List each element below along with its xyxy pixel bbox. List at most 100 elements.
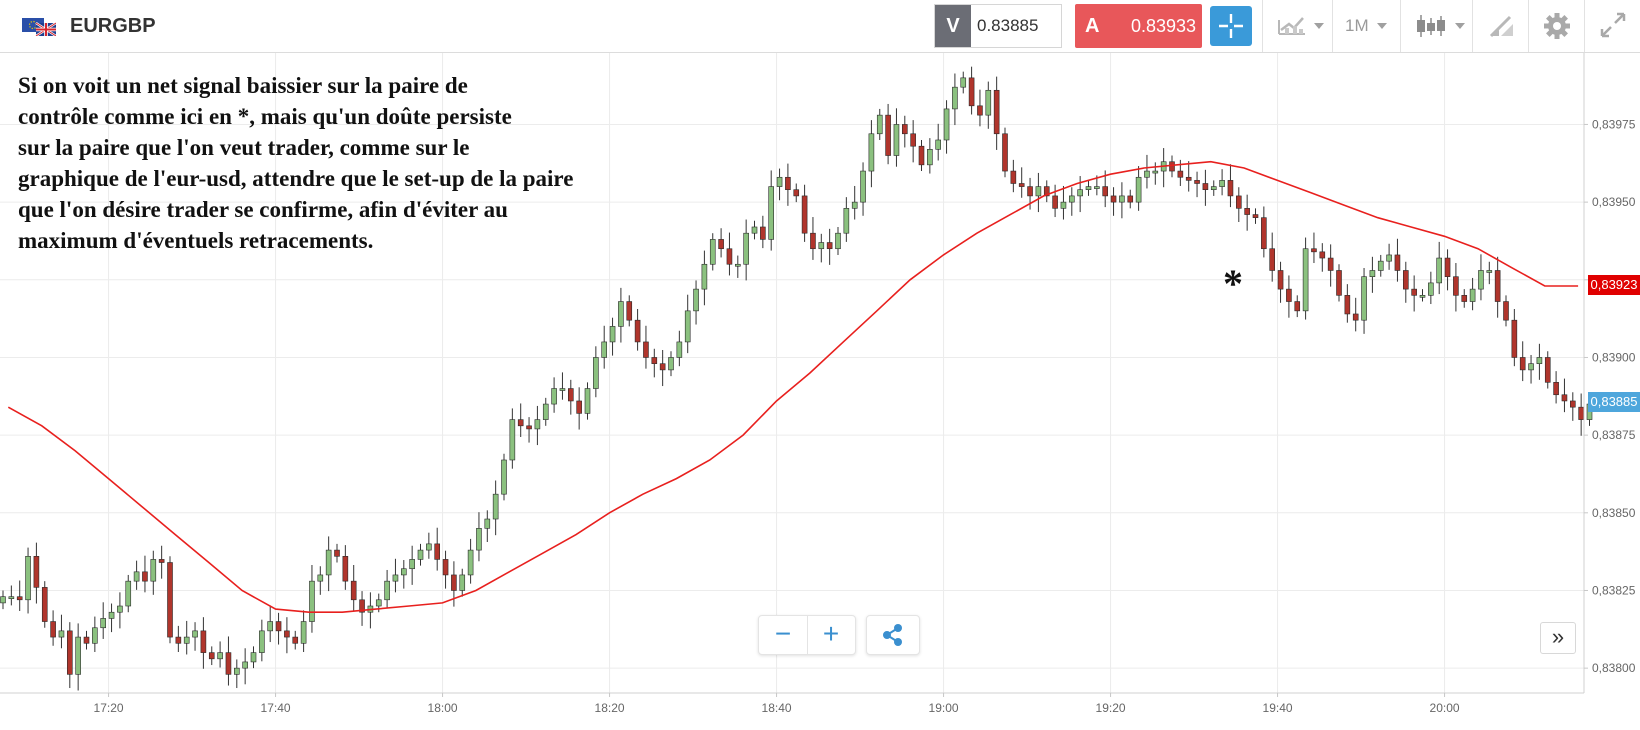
fullscreen-icon — [1600, 12, 1626, 38]
candle-up — [843, 208, 850, 234]
candle-down — [1269, 248, 1275, 271]
annotation-line: graphique de l'eur-usd, attendre que le … — [18, 166, 574, 191]
y-tick-label: 0,83825 — [1592, 583, 1636, 597]
settings-button[interactable] — [1528, 0, 1585, 52]
candle-down — [434, 543, 441, 560]
annotation-line: contrôle comme ici en *, mais qu'un doût… — [18, 104, 512, 129]
x-tick-label: 19:20 — [1096, 701, 1126, 715]
drawing-tools-button[interactable] — [1472, 0, 1529, 52]
candle-up — [234, 667, 240, 675]
candle-down — [275, 621, 282, 632]
candle-up — [1135, 176, 1142, 203]
zoom-out-button[interactable]: − — [759, 616, 808, 654]
candle-down — [801, 195, 808, 234]
candle-up — [1369, 270, 1376, 277]
sell-button[interactable]: V 0.83885 — [934, 4, 1062, 48]
candle-up — [1436, 257, 1442, 284]
candle-down — [1027, 186, 1033, 197]
candlestick-icon — [1417, 15, 1445, 37]
candle-up — [417, 549, 424, 560]
candle-up — [125, 580, 132, 607]
y-tick-label: 0,83900 — [1592, 350, 1636, 364]
candle-down — [1261, 217, 1267, 250]
candle-down — [350, 580, 357, 601]
candle-down — [1185, 176, 1192, 181]
candle-down — [83, 636, 90, 644]
candle-down — [342, 556, 349, 582]
buy-price: 0.83933 — [1131, 16, 1197, 36]
candle-up — [100, 618, 106, 629]
candle-down — [634, 319, 641, 343]
candle-down — [1453, 276, 1459, 296]
candle-down — [359, 599, 365, 613]
candle-down — [517, 419, 524, 427]
candle-down — [1394, 254, 1401, 271]
candle-down — [225, 652, 232, 675]
candle-up — [684, 310, 691, 343]
candle-up — [1428, 282, 1434, 296]
candle-down — [1411, 288, 1417, 296]
candle-up — [409, 559, 415, 570]
scroll-to-latest-button[interactable]: » — [1540, 622, 1576, 654]
candle-up — [1069, 195, 1075, 203]
candle-style-button[interactable] — [1400, 0, 1473, 52]
chart-grid — [0, 53, 1584, 693]
chart-type-button[interactable] — [1262, 0, 1333, 52]
candle-down — [1561, 394, 1568, 402]
candle-up — [851, 201, 858, 209]
candle-down — [626, 301, 633, 321]
candle-up — [92, 627, 98, 644]
candle-up — [509, 419, 516, 461]
candle-down — [659, 363, 666, 371]
candle-up — [709, 239, 716, 265]
candle-down — [175, 636, 182, 644]
candle-down — [1570, 400, 1576, 408]
candle-up — [58, 630, 65, 638]
annotation-line: sur la paire que l'on veut trader, comme… — [18, 135, 470, 160]
crosshair-button[interactable] — [1210, 6, 1252, 46]
candle-up — [876, 114, 883, 135]
candle-down — [1352, 313, 1359, 321]
candle-up — [426, 543, 432, 551]
moving-average-price-tag: 0,83923 — [1588, 275, 1640, 295]
candle-up — [743, 232, 749, 265]
candle-down — [33, 556, 40, 588]
period-selector[interactable]: 1M — [1332, 0, 1401, 52]
candle-up — [1085, 186, 1092, 190]
candle-up — [183, 636, 190, 644]
buy-button[interactable]: A 0.83933 — [1075, 4, 1202, 48]
candle-up — [259, 630, 265, 653]
candle-up — [668, 357, 674, 371]
zoom-in-button[interactable]: + — [822, 618, 840, 649]
candle-up — [1094, 186, 1100, 189]
candle-down — [1578, 406, 1584, 420]
candle-up — [150, 559, 157, 582]
candle-down — [1252, 214, 1259, 218]
buy-label: A — [1085, 15, 1100, 37]
y-tick-label: 0,83875 — [1592, 428, 1636, 442]
candle-down — [1311, 248, 1317, 253]
zoom-controls: − + — [758, 615, 856, 655]
candle-up — [701, 263, 708, 290]
candle-down — [200, 630, 207, 653]
candle-up — [75, 636, 81, 675]
candle-up — [501, 459, 507, 495]
candle-down — [968, 77, 975, 107]
candle-up — [935, 139, 942, 150]
candle-up — [192, 630, 198, 638]
sell-price: 0.83885 — [977, 16, 1039, 35]
fullscreen-button[interactable] — [1584, 0, 1640, 52]
price-chart[interactable]: 0,83800 0,83825 0,83850 0,83875 0,83900 0,839… — [0, 53, 1640, 730]
candle-down — [826, 242, 833, 250]
candle-up — [467, 549, 474, 576]
candle-up — [751, 226, 758, 234]
candle-down — [1002, 133, 1008, 172]
candle-up — [217, 652, 223, 660]
share-button[interactable] — [866, 615, 920, 655]
candle-down — [1553, 382, 1559, 396]
candle-up — [384, 580, 390, 601]
candle-up — [400, 568, 407, 576]
candle-down — [1043, 186, 1050, 197]
candle-up — [551, 388, 557, 405]
candle-down — [1461, 295, 1468, 302]
